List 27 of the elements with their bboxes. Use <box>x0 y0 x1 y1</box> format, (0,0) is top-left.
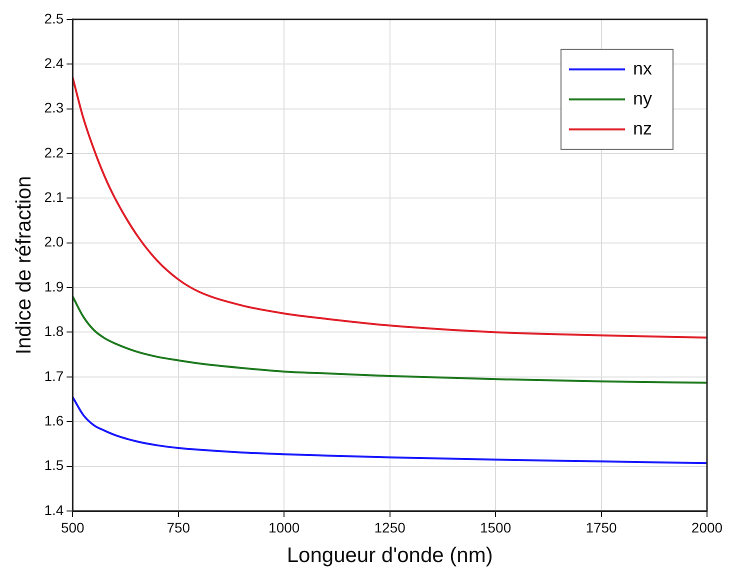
y-tick-label: 2.3 <box>44 100 64 116</box>
x-tick-label: 1500 <box>480 519 512 536</box>
y-axis-title: Indice de réfraction <box>12 176 36 355</box>
y-tick-label: 2.5 <box>44 10 64 26</box>
line-series <box>72 396 707 464</box>
y-tick-label: 2.0 <box>44 234 64 250</box>
x-tick-label: 500 <box>60 519 85 536</box>
legend-label: nx <box>633 58 652 78</box>
legend-label: nz <box>633 118 652 138</box>
y-tick-label: 2.4 <box>44 54 64 71</box>
x-tick-label: 750 <box>166 519 190 536</box>
y-tick-label: 1.6 <box>44 412 64 428</box>
y-tick-label: 1.9 <box>44 278 64 294</box>
legend-label: ny <box>633 88 652 108</box>
y-tick-label: 1.7 <box>44 368 64 384</box>
x-tick-label: 1750 <box>586 519 618 536</box>
x-axis-title: Longueur d'onde (nm) <box>286 544 493 568</box>
y-tick-label: 2.2 <box>44 144 64 160</box>
y-tick-label: 1.8 <box>44 323 64 340</box>
x-tick-label: 1000 <box>268 519 300 536</box>
x-tick-label: 2000 <box>691 519 723 536</box>
y-tick-label: 1.4 <box>44 502 64 518</box>
line-series <box>72 76 707 339</box>
y-tick-label: 2.1 <box>44 189 64 206</box>
y-tick-label: 1.5 <box>44 457 64 474</box>
x-tick-label: 1250 <box>374 519 406 536</box>
line-series <box>72 295 707 384</box>
